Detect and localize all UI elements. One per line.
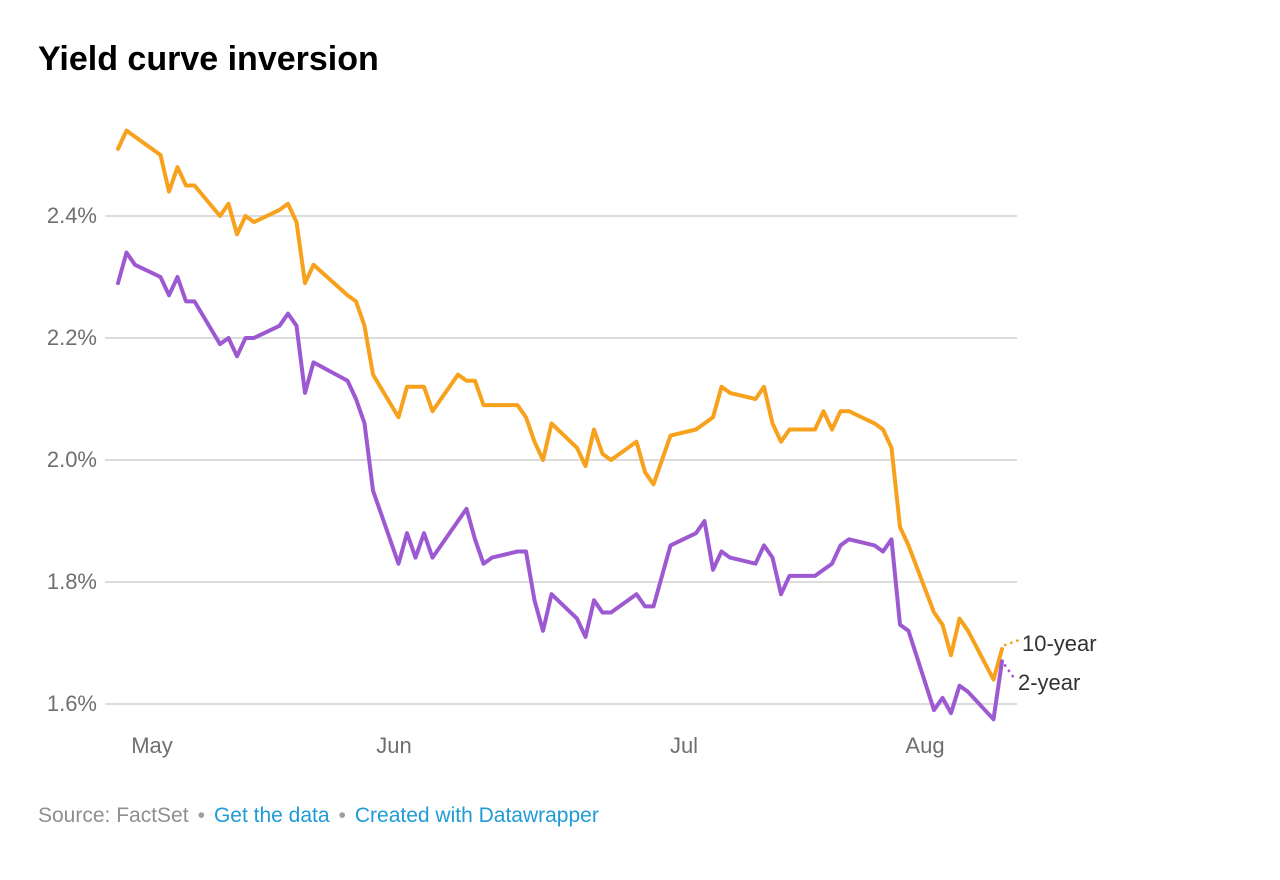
chart-title: Yield curve inversion [38, 40, 379, 78]
series-end-label-10-year: 10-year [1022, 631, 1097, 656]
source-text: Source: FactSet [38, 804, 189, 827]
datawrapper-credit-link[interactable]: Created with Datawrapper [354, 804, 599, 827]
x-axis-tick-label: Jun [376, 733, 412, 758]
series-line-2-year [116, 250, 1004, 722]
label-connector-dots [1003, 664, 1016, 680]
x-axis-tick-label: Jul [669, 733, 699, 758]
y-axis-tick-label: 1.8% [46, 569, 97, 594]
y-axis-tick-label: 2.0% [46, 447, 97, 472]
get-the-data-link[interactable]: Get the data [213, 804, 330, 827]
x-axis-tick-label: Aug [905, 733, 945, 758]
y-axis-tick-label: 2.2% [46, 325, 97, 350]
series-line-10-year [116, 128, 1004, 682]
y-axis-tick-label: 2.4% [46, 203, 97, 228]
chart-footer: Source: FactSet • Get the data • Created wit… [38, 804, 599, 828]
x-axis-tick-label: May [131, 733, 173, 758]
footer-separator: • [338, 804, 346, 827]
label-connector-dots [1003, 638, 1021, 647]
y-axis-tick-label: 1.6% [46, 691, 97, 716]
footer-separator: • [197, 804, 205, 827]
series-end-label-2-year: 2-year [1018, 670, 1081, 695]
